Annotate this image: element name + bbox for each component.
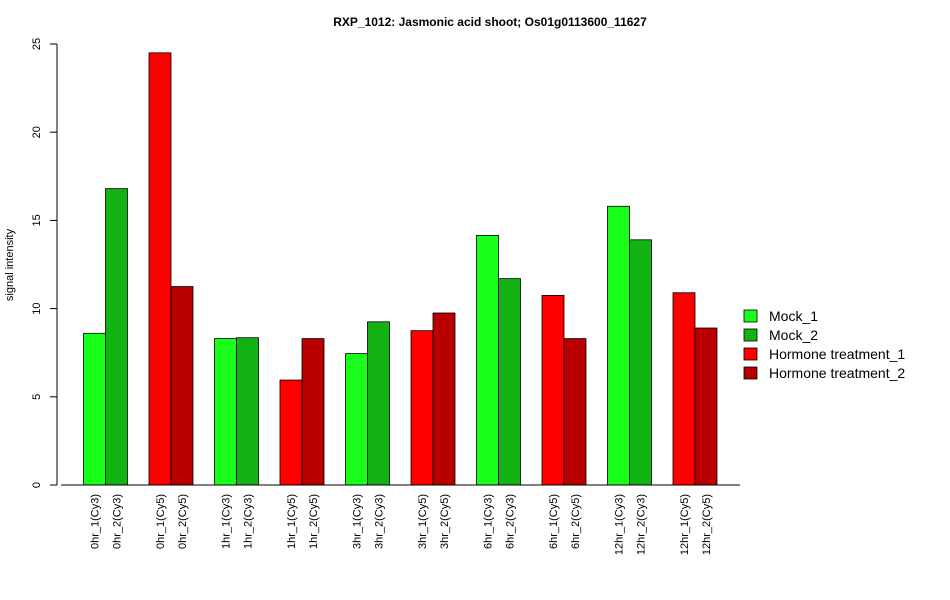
x-tick-label: 6hr_2(Cy5) [570,494,582,549]
bar [214,338,237,486]
x-tick-label: 1hr_1(Cy5) [286,494,298,549]
x-tick-label: 0hr_2(Cy3) [112,494,124,549]
bars [83,52,718,486]
x-tick-label: 12hr_1(Cy3) [614,494,626,555]
x-tick-label: 6hr_1(Cy3) [483,494,495,549]
legend-swatch [743,328,758,342]
y-tick-label: 10 [31,302,43,314]
x-tick-label: 1hr_2(Cy3) [243,494,255,549]
bar [563,338,587,486]
y-tick-label: 15 [31,214,43,226]
chart-title: RXP_1012: Jasmonic acid shoot; Os01g0113… [333,15,647,29]
bar [148,52,172,486]
x-tick-label: 0hr_1(Cy3) [90,494,102,549]
y-tick-label: 25 [31,38,43,50]
legend: Mock_1 Mock_2 Hormone treatment_1 Hormone t… [743,308,905,381]
bar [236,337,259,486]
y-axis: 0 5 10 15 20 25 [31,38,58,488]
y-tick-label: 0 [31,482,43,488]
bar [629,239,652,486]
x-tick-label: 12hr_2(Cy3) [636,494,648,555]
bar [279,379,303,486]
bar [367,321,390,486]
bar [410,330,434,486]
legend-swatch [743,309,758,323]
x-tick-label: 6hr_2(Cy3) [505,494,517,549]
legend-swatch [743,366,758,380]
x-tick-label: 3hr_1(Cy3) [352,494,364,549]
bar [83,332,106,486]
bar [105,188,128,486]
bar [345,353,368,486]
x-tick-label: 3hr_2(Cy3) [374,494,386,549]
y-tick-label: 20 [31,126,43,138]
category-labels: 0hr_1(Cy3) 0hr_2(Cy3) 0hr_1(Cy5) 0hr_2(Cy5)… [90,494,714,555]
x-tick-label: 0hr_1(Cy5) [155,494,167,549]
y-tick-label: 5 [31,394,43,400]
bar [476,234,499,486]
y-axis-label: signal intensity [4,228,16,301]
bar [694,327,718,486]
x-tick-label: 1hr_1(Cy3) [221,494,233,549]
legend-entry: Hormone treatment_2 [769,365,905,381]
bar [301,338,325,486]
x-tick-label: 3hr_2(Cy5) [439,494,451,549]
legend-entry: Hormone treatment_1 [769,346,905,362]
x-tick-label: 12hr_2(Cy5) [701,494,713,555]
bar [498,278,521,486]
x-tick-label: 3hr_1(Cy5) [417,494,429,549]
bar [170,286,194,486]
legend-entry: Mock_2 [769,327,818,343]
bar [672,292,696,486]
x-tick-label: 0hr_2(Cy5) [177,494,189,549]
legend-swatch [743,347,758,361]
legend-entry: Mock_1 [769,308,818,324]
bar [607,205,630,486]
x-tick-label: 12hr_1(Cy5) [679,494,691,555]
x-tick-label: 1hr_2(Cy5) [308,494,320,549]
bar [541,294,565,486]
bar [432,312,456,486]
x-tick-label: 6hr_1(Cy5) [548,494,560,549]
